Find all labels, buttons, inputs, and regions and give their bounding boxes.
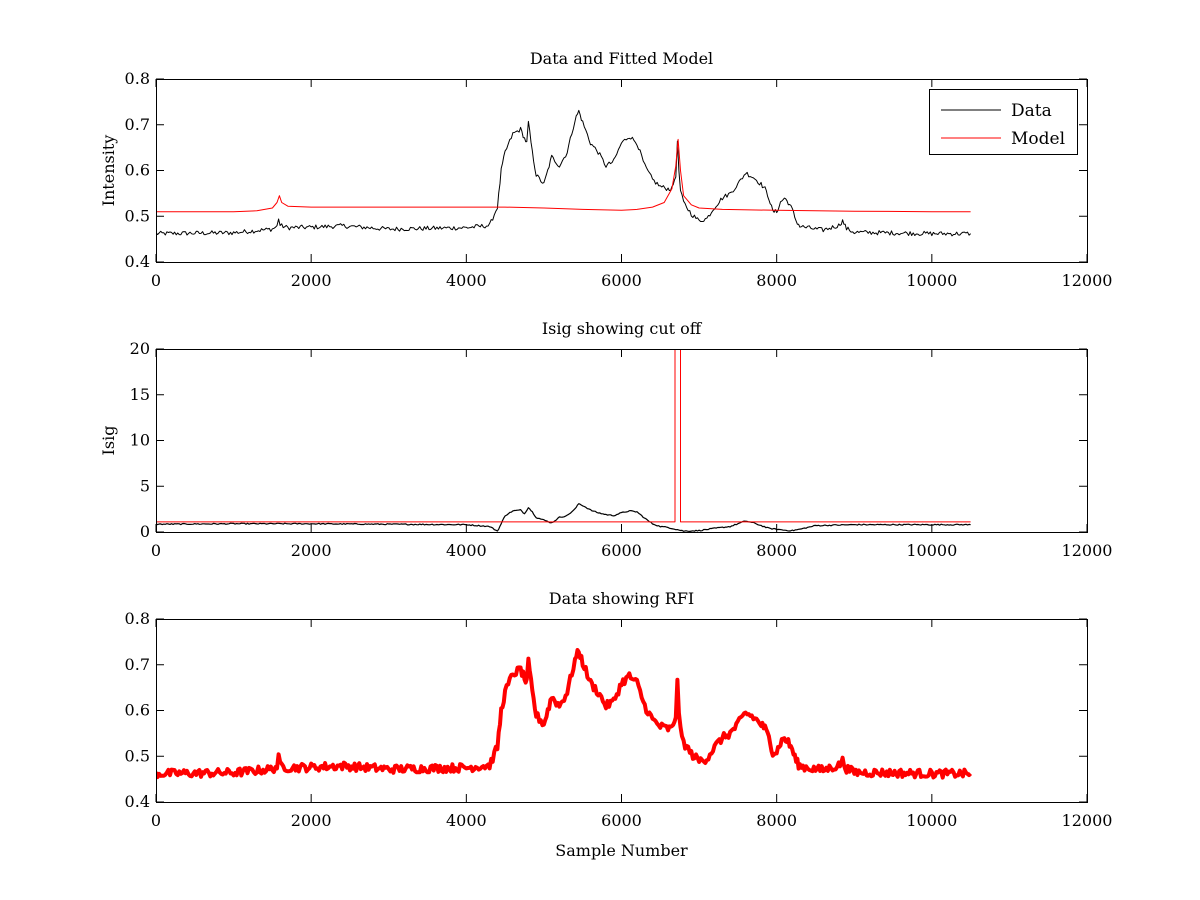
x-axis-label: Sample Number bbox=[555, 841, 688, 860]
x-tick-label: 12000 bbox=[1062, 271, 1113, 290]
y-tick-label: 0.8 bbox=[125, 609, 150, 628]
y-tick-label: 0.7 bbox=[125, 115, 150, 134]
plot-panel-3: 0 2000 4000 6000 8000 10000 12000 0.4 0.5 0.6 0.7 0… bbox=[125, 589, 1113, 860]
x-tick-label: 12000 bbox=[1062, 541, 1113, 560]
series-line-model bbox=[156, 138, 971, 213]
legend-label-model: Model bbox=[1011, 129, 1065, 149]
x-tick-label: 6000 bbox=[601, 271, 642, 290]
x-tick-label: 10000 bbox=[906, 811, 957, 830]
y-tick-label: 0.6 bbox=[125, 161, 150, 180]
y-tick-label: 0.7 bbox=[125, 655, 150, 674]
x-tick-label: 8000 bbox=[756, 811, 797, 830]
x-tick-label: 0 bbox=[151, 811, 161, 830]
y-tick-label: 10 bbox=[130, 431, 150, 450]
x-tick-label: 12000 bbox=[1062, 811, 1113, 830]
plot-panel-2: 0 2000 4000 6000 8000 10000 12000 0 5 10 15 20 Isig … bbox=[99, 319, 1112, 560]
y-tick-label: 20 bbox=[130, 339, 150, 358]
plot-panel-1: 0 2000 4000 6000 8000 10000 12000 0.4 0.5 0.6 0.7 0… bbox=[99, 49, 1112, 290]
x-tick-label: 2000 bbox=[291, 541, 332, 560]
chart-title: Isig showing cut off bbox=[542, 319, 703, 338]
legend: Data Model bbox=[929, 89, 1078, 155]
x-tick-label: 0 bbox=[151, 271, 161, 290]
y-tick-label: 0.4 bbox=[125, 792, 150, 811]
y-tick-label: 0.8 bbox=[125, 69, 150, 88]
y-tick-label: 0.5 bbox=[125, 206, 150, 225]
y-tick-label: 0 bbox=[140, 522, 150, 541]
x-tick-label: 8000 bbox=[756, 271, 797, 290]
series-line-1 bbox=[156, 648, 973, 780]
x-tick-label: 4000 bbox=[446, 541, 487, 560]
x-tick-label: 4000 bbox=[446, 271, 487, 290]
x-tick-label: 6000 bbox=[601, 541, 642, 560]
y-tick-label: 0.4 bbox=[125, 252, 150, 271]
y-axis-label: Intensity bbox=[99, 135, 118, 207]
x-tick-label: 8000 bbox=[756, 541, 797, 560]
y-tick-label: 5 bbox=[140, 476, 150, 495]
axes-box bbox=[156, 349, 1088, 533]
x-tick-label: 0 bbox=[151, 541, 161, 560]
x-tick-label: 10000 bbox=[906, 271, 957, 290]
x-tick-label: 2000 bbox=[291, 271, 332, 290]
series-line-2 bbox=[156, 349, 971, 523]
legend-box bbox=[929, 89, 1078, 155]
x-tick-label: 4000 bbox=[446, 811, 487, 830]
x-tick-label: 10000 bbox=[906, 541, 957, 560]
x-tick-label: 6000 bbox=[601, 811, 642, 830]
chart-title: Data and Fitted Model bbox=[530, 49, 713, 68]
series-line-data bbox=[156, 109, 971, 237]
x-tick-label: 2000 bbox=[291, 811, 332, 830]
y-axis-label: Isig bbox=[99, 426, 118, 456]
y-tick-label: 0.6 bbox=[125, 701, 150, 720]
legend-label-data: Data bbox=[1011, 101, 1052, 121]
y-tick-label: 15 bbox=[130, 385, 150, 404]
series-line-1 bbox=[156, 503, 971, 532]
chart-title: Data showing RFI bbox=[549, 589, 694, 608]
y-tick-label: 0.5 bbox=[125, 746, 150, 765]
